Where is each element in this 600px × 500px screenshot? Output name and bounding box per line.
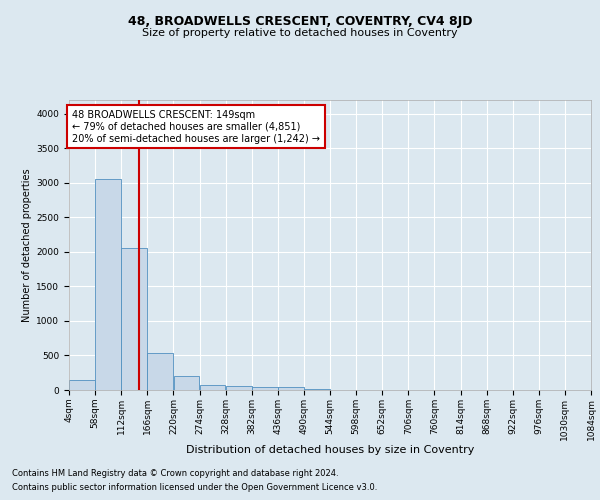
Bar (278, 387, 304, 390)
Bar (226, 386, 251, 390)
Text: 48 BROADWELLS CRESCENT: 149sqm
← 79% of detached houses are smaller (4,851)
20% : 48 BROADWELLS CRESCENT: 149sqm ← 79% of … (72, 110, 320, 144)
Text: Contains public sector information licensed under the Open Government Licence v3: Contains public sector information licen… (12, 484, 377, 492)
Bar (148, 354, 173, 390)
Bar (200, 385, 226, 390)
Bar (173, 376, 199, 390)
Text: Size of property relative to detached houses in Coventry: Size of property relative to detached ho… (142, 28, 458, 38)
Text: 48, BROADWELLS CRESCENT, COVENTRY, CV4 8JD: 48, BROADWELLS CRESCENT, COVENTRY, CV4 8… (128, 15, 472, 28)
Y-axis label: Number of detached properties: Number of detached properties (22, 168, 32, 322)
Text: Contains HM Land Registry data © Crown copyright and database right 2024.: Contains HM Land Registry data © Crown c… (12, 468, 338, 477)
Bar (95, 180, 121, 390)
Bar (69, 380, 95, 390)
X-axis label: Distribution of detached houses by size in Coventry: Distribution of detached houses by size … (186, 446, 474, 456)
Bar (252, 387, 278, 390)
Bar (121, 248, 147, 390)
